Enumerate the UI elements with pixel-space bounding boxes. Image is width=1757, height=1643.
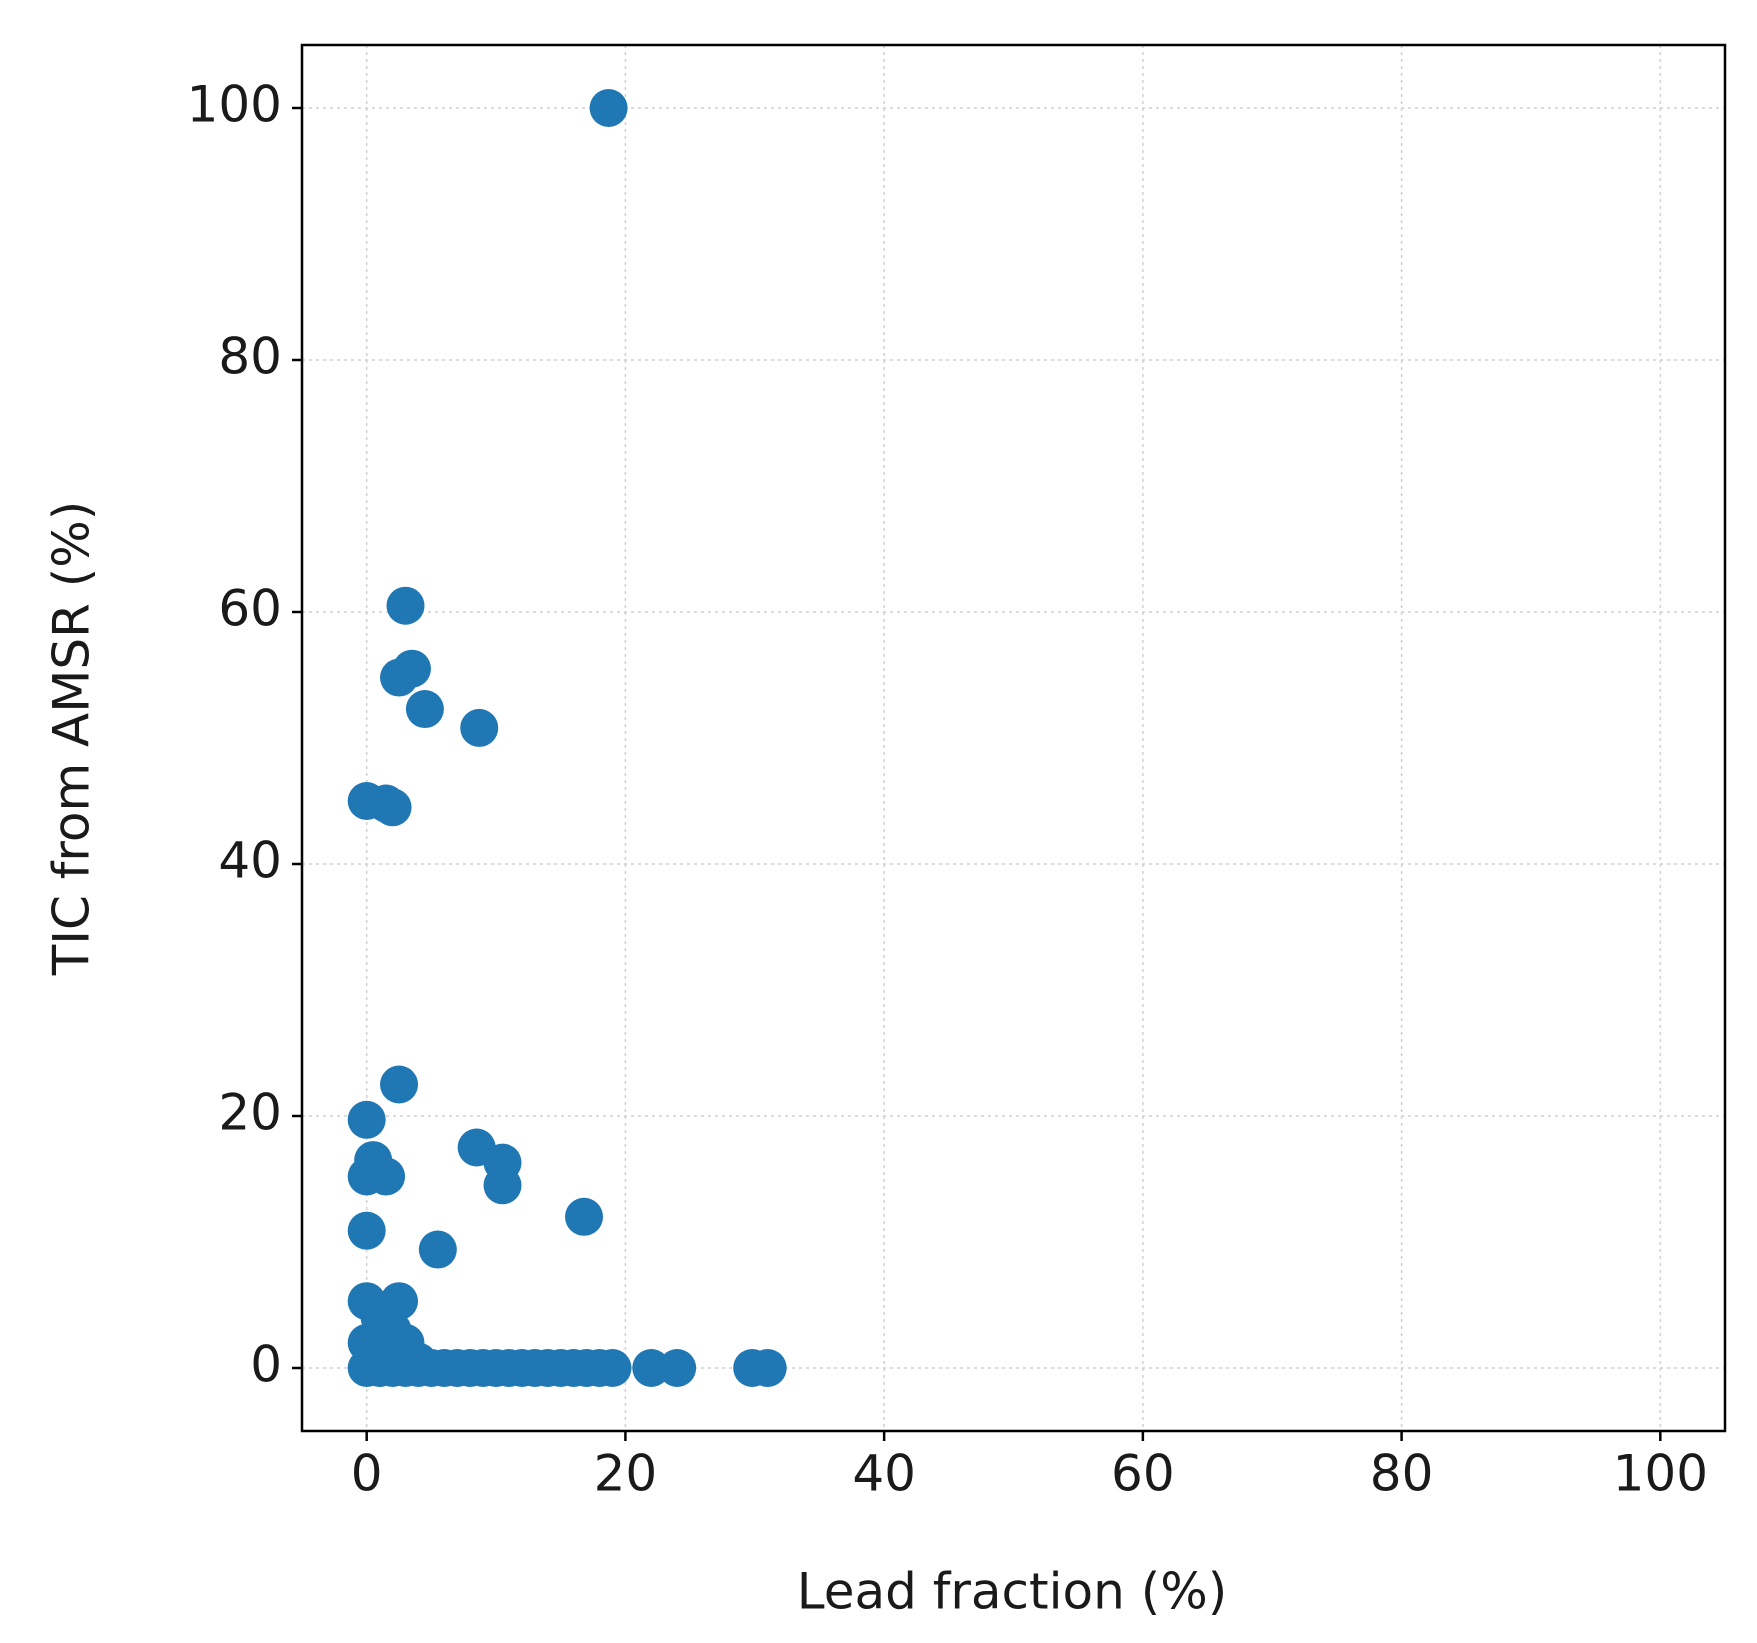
x-tick-label: 100	[1613, 1445, 1708, 1503]
x-tick-label: 60	[1111, 1445, 1175, 1503]
point	[565, 1197, 604, 1236]
y-tick-label: 80	[218, 328, 282, 386]
point	[460, 708, 499, 747]
point	[748, 1349, 787, 1387]
point	[405, 690, 444, 729]
point	[347, 1211, 386, 1250]
point	[483, 1166, 522, 1205]
point	[386, 586, 425, 625]
point	[418, 1230, 457, 1269]
y-tick-label: 40	[218, 832, 282, 890]
point	[380, 658, 419, 697]
x-tick-label: 0	[351, 1445, 383, 1503]
y-tick-label: 60	[218, 580, 282, 638]
y-tick-label: 20	[218, 1084, 282, 1142]
x-tick-label: 20	[594, 1445, 658, 1503]
x-tick-label: 80	[1370, 1445, 1434, 1503]
plot-frame	[300, 43, 1727, 1433]
point	[380, 1065, 419, 1104]
x-axis-label: Lead fraction (%)	[797, 1563, 1228, 1621]
point	[658, 1349, 697, 1387]
x-tick-label: 40	[852, 1445, 916, 1503]
y-tick-label: 0	[250, 1336, 282, 1394]
point	[589, 89, 628, 127]
y-tick-label: 100	[187, 76, 282, 134]
point	[593, 1349, 632, 1387]
point	[373, 788, 412, 827]
y-axis-label: TIC from AMSR (%)	[43, 501, 101, 977]
point	[347, 1100, 386, 1139]
point	[367, 1157, 406, 1196]
